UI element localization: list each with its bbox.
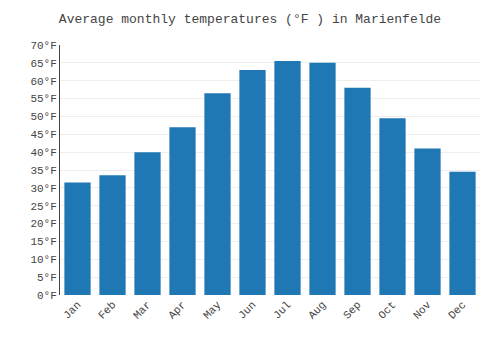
svg-text:May: May [201, 299, 224, 322]
svg-text:5°F: 5°F [37, 272, 57, 284]
svg-text:45°F: 45°F [30, 129, 56, 141]
svg-text:50°F: 50°F [30, 111, 56, 123]
svg-text:Jul: Jul [271, 299, 293, 321]
svg-text:Sep: Sep [341, 299, 363, 321]
svg-text:Oct: Oct [376, 299, 398, 321]
svg-text:Mar: Mar [131, 299, 153, 321]
svg-text:Dec: Dec [446, 299, 468, 321]
svg-text:70°F: 70°F [30, 40, 56, 52]
svg-text:Jun: Jun [236, 299, 258, 321]
svg-text:35°F: 35°F [30, 165, 56, 177]
svg-text:Jan: Jan [61, 299, 83, 321]
svg-text:Nov: Nov [411, 299, 434, 322]
svg-text:25°F: 25°F [30, 201, 56, 213]
svg-text:0°F: 0°F [37, 290, 57, 302]
svg-text:30°F: 30°F [30, 183, 56, 195]
svg-text:Apr: Apr [166, 299, 188, 321]
svg-text:Aug: Aug [306, 299, 328, 321]
svg-text:20°F: 20°F [30, 218, 56, 230]
svg-text:55°F: 55°F [30, 93, 56, 105]
svg-text:65°F: 65°F [30, 58, 56, 70]
svg-text:40°F: 40°F [30, 147, 56, 159]
svg-text:15°F: 15°F [30, 236, 56, 248]
svg-text:Average monthly temperatures (: Average monthly temperatures (°F ) in Ma… [59, 12, 441, 27]
svg-text:10°F: 10°F [30, 254, 56, 266]
svg-text:60°F: 60°F [30, 76, 56, 88]
svg-text:Feb: Feb [96, 299, 118, 321]
